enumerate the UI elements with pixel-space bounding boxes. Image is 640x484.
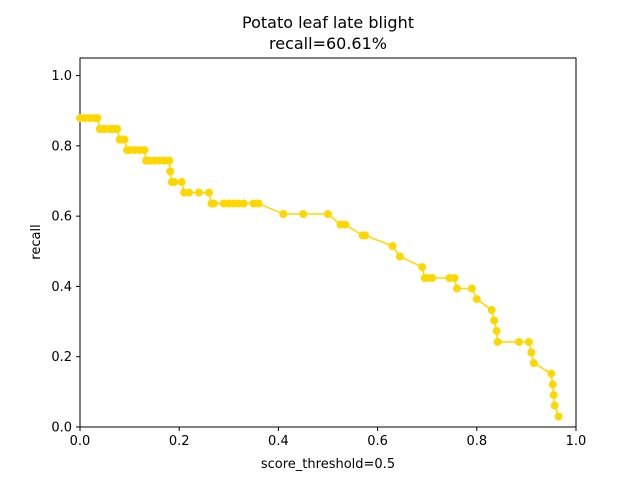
data-point — [324, 210, 332, 219]
data-point — [113, 124, 122, 133]
data-point — [209, 199, 218, 208]
data-point — [487, 305, 496, 314]
x-tick-label: 0.6 — [367, 434, 388, 449]
data-point — [299, 210, 308, 219]
series-layer — [76, 114, 563, 421]
data-point — [177, 178, 186, 187]
chart-title: Potato leaf late blight — [242, 13, 414, 32]
data-point — [93, 114, 102, 123]
data-point — [388, 242, 397, 251]
data-point — [166, 167, 175, 176]
plot-area — [79, 57, 577, 428]
data-point — [254, 199, 263, 208]
data-point — [395, 252, 404, 261]
data-point — [514, 337, 523, 346]
data-point — [361, 231, 370, 240]
x-tick-label: 0.2 — [169, 434, 190, 449]
axes-frame — [79, 57, 577, 428]
data-point — [493, 337, 502, 346]
data-point — [452, 284, 461, 293]
data-point — [239, 199, 248, 208]
data-point — [527, 348, 536, 357]
y-tick-label: 1.0 — [51, 69, 72, 84]
data-point — [418, 263, 427, 272]
data-point — [140, 146, 149, 155]
y-axis-label: recall — [29, 224, 44, 259]
data-point — [428, 273, 437, 282]
x-axis: 0.0 0.2 0.4 0.6 0.8 1.0 — [70, 427, 587, 449]
data-point — [170, 178, 179, 187]
data-point — [554, 412, 563, 421]
x-tick-label: 1.0 — [566, 434, 587, 449]
x-tick-label: 0.8 — [466, 434, 487, 449]
data-point — [547, 369, 556, 378]
data-point — [548, 380, 557, 389]
y-tick-label: 0.4 — [51, 280, 72, 295]
data-point — [279, 210, 288, 219]
data-point — [472, 295, 481, 304]
data-point — [467, 284, 476, 293]
data-point — [165, 156, 174, 165]
data-point — [490, 316, 499, 325]
data-point — [550, 401, 559, 410]
x-axis-label: score_threshold=0.5 — [261, 457, 395, 472]
y-axis: 0.0 0.2 0.4 0.6 0.8 1.0 — [51, 69, 80, 436]
data-point — [195, 188, 204, 197]
data-point — [529, 359, 538, 368]
data-point — [450, 273, 459, 282]
y-tick-label: 0.0 — [51, 421, 72, 436]
y-tick-label: 0.8 — [51, 139, 72, 154]
data-point — [492, 327, 501, 336]
chart-subtitle: recall=60.61% — [269, 34, 387, 53]
y-tick-label: 0.2 — [51, 350, 72, 365]
x-tick-label: 0.4 — [268, 434, 289, 449]
data-point — [549, 391, 558, 400]
x-tick-label: 0.0 — [70, 434, 91, 449]
data-point — [185, 188, 194, 197]
data-point — [204, 188, 213, 197]
y-tick-label: 0.6 — [51, 210, 72, 225]
data-point — [524, 337, 533, 346]
data-point — [120, 135, 129, 144]
data-point — [341, 220, 350, 229]
